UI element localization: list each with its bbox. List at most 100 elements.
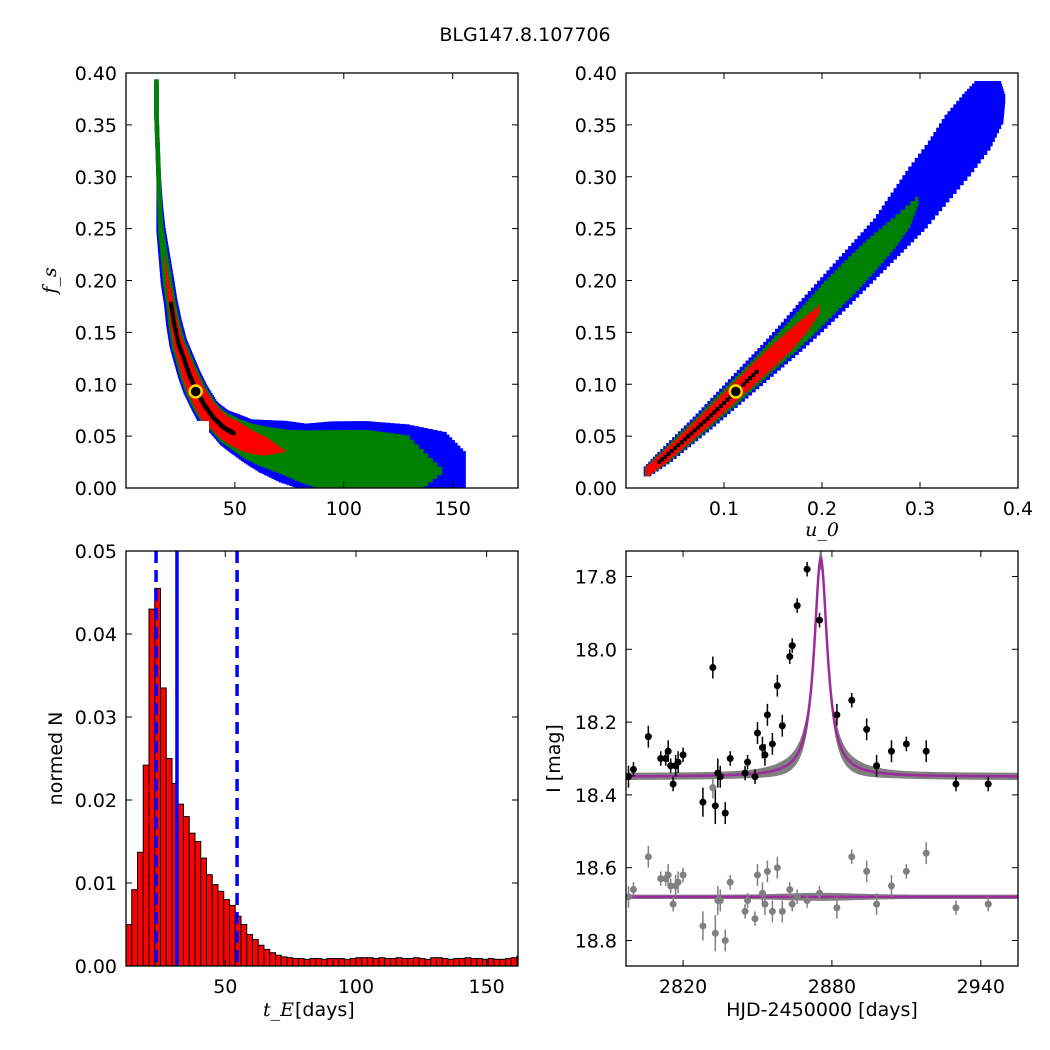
histogram-bar (441, 958, 449, 966)
histogram-bar (309, 958, 317, 966)
histogram-bar (447, 958, 455, 966)
heatmap-cell-black (174, 330, 179, 335)
heatmap-cell (809, 311, 816, 322)
histogram-bar (263, 948, 271, 966)
data-point (761, 751, 769, 759)
data-point (848, 853, 856, 861)
data-point (863, 725, 871, 733)
heatmap-cell-black (692, 428, 697, 433)
data-point (726, 878, 734, 886)
histogram-bar (251, 938, 259, 966)
histogram-bar (487, 958, 495, 966)
histogram-bar (274, 954, 282, 966)
heatmap-cell (376, 431, 386, 488)
heatmap-cell-black (169, 301, 174, 306)
best-fit-marker (728, 384, 744, 399)
y-tick-label: 0.30 (75, 167, 117, 189)
histogram-bar (159, 687, 167, 966)
histogram-bar (569, 964, 575, 966)
data-point (786, 886, 794, 894)
data-point (679, 751, 687, 759)
histogram-bar (303, 958, 311, 966)
histogram-bar (315, 958, 322, 966)
histogram-bar (211, 884, 219, 966)
data-point (833, 711, 841, 719)
y-tick-label: 0.01 (75, 873, 117, 895)
y-tick-label: 0.10 (575, 374, 617, 396)
y-tick-label: 0.25 (575, 219, 617, 241)
heatmap-cell-black (657, 459, 662, 464)
data-point (629, 886, 637, 894)
data-point (793, 602, 801, 610)
heatmap-cell (905, 205, 916, 216)
histogram-bar (523, 957, 529, 966)
histogram-bar (366, 957, 374, 966)
data-point (778, 722, 786, 730)
heatmap-cell (645, 466, 650, 477)
data-point (778, 907, 786, 915)
histogram-bar (481, 958, 489, 966)
panel-u0-vs-fs: 0.1 0.2 0.3 0.4 0.00 0.05 0.10 0.15 0.20 0.25 0.30… (575, 63, 1033, 541)
x-axis-label: u_0 (805, 519, 839, 541)
y-tick-label: 18.0 (575, 639, 617, 661)
data-point (669, 780, 677, 788)
histogram-bar (269, 952, 276, 966)
heatmap-cell (428, 429, 438, 488)
histogram-bar (384, 958, 391, 966)
histogram-bar (126, 924, 133, 966)
data-point (873, 762, 881, 770)
y-tick-label: 18.4 (575, 785, 617, 807)
data-point (753, 871, 761, 879)
y-tick-label: 0.35 (75, 115, 117, 137)
data-point (753, 729, 761, 737)
heatmap-cell-black (170, 312, 175, 317)
heatmap-cell-black (689, 431, 694, 436)
histogram-bar (499, 958, 506, 966)
data-point (626, 773, 632, 781)
heatmap-cell-black (722, 400, 726, 405)
histogram-bar (131, 889, 138, 966)
data-point (709, 784, 717, 792)
panel-lightcurve: 2820 2880 2940 17.8 18.0 18.2 18.4 18.6 18.8 I [m… (543, 550, 1019, 1021)
data-point (744, 896, 752, 904)
heatmap-cell (361, 429, 371, 488)
histogram-bar (205, 874, 213, 966)
heatmap-cell (414, 448, 424, 488)
histogram-bar (223, 899, 230, 966)
heatmap-cell (428, 462, 438, 479)
data-point (786, 653, 794, 661)
y-tick-label: 0.02 (75, 790, 117, 812)
heatmap-cell (366, 430, 376, 488)
y-tick-label: 0.15 (75, 322, 117, 344)
heatmap-cell-black (744, 379, 749, 384)
histogram-bar (510, 957, 518, 966)
y-tick-label: 17.8 (575, 566, 617, 588)
x-tick-label: 0.1 (709, 498, 739, 520)
panel-te-vs-fs: 50 100 150 0.00 0.05 0.10 0.15 0.20 0.25 0.30 0.35… (39, 63, 519, 520)
histogram-bar (540, 961, 546, 966)
histogram-bar (470, 958, 478, 966)
heatmap-cell-black (718, 404, 723, 409)
heatmap-cell (915, 196, 919, 207)
heatmap-cell (433, 466, 443, 476)
data-point (726, 755, 734, 762)
data-point (803, 565, 811, 573)
heatmap-cell-black (660, 457, 665, 462)
y-tick-label: 0.00 (575, 478, 617, 500)
heatmap-cell-black (171, 320, 176, 324)
y-tick-label: 0.05 (575, 426, 617, 448)
histogram-bar (240, 924, 248, 966)
y-tick-label: 18.6 (575, 858, 617, 880)
heatmap-cell (813, 308, 818, 319)
heatmap-cell (395, 434, 405, 488)
data-point (744, 758, 752, 766)
histogram-bar (182, 816, 190, 966)
heatmap-cell-black (174, 332, 179, 337)
y-tick-label: 0.15 (575, 322, 617, 344)
heatmap-cell (456, 451, 466, 488)
data-point (763, 867, 771, 875)
y-tick-label: 0.40 (575, 63, 617, 85)
data-point (657, 755, 665, 762)
y-axis-label: f_s (39, 267, 61, 296)
lightcurve-plot (626, 551, 1018, 952)
